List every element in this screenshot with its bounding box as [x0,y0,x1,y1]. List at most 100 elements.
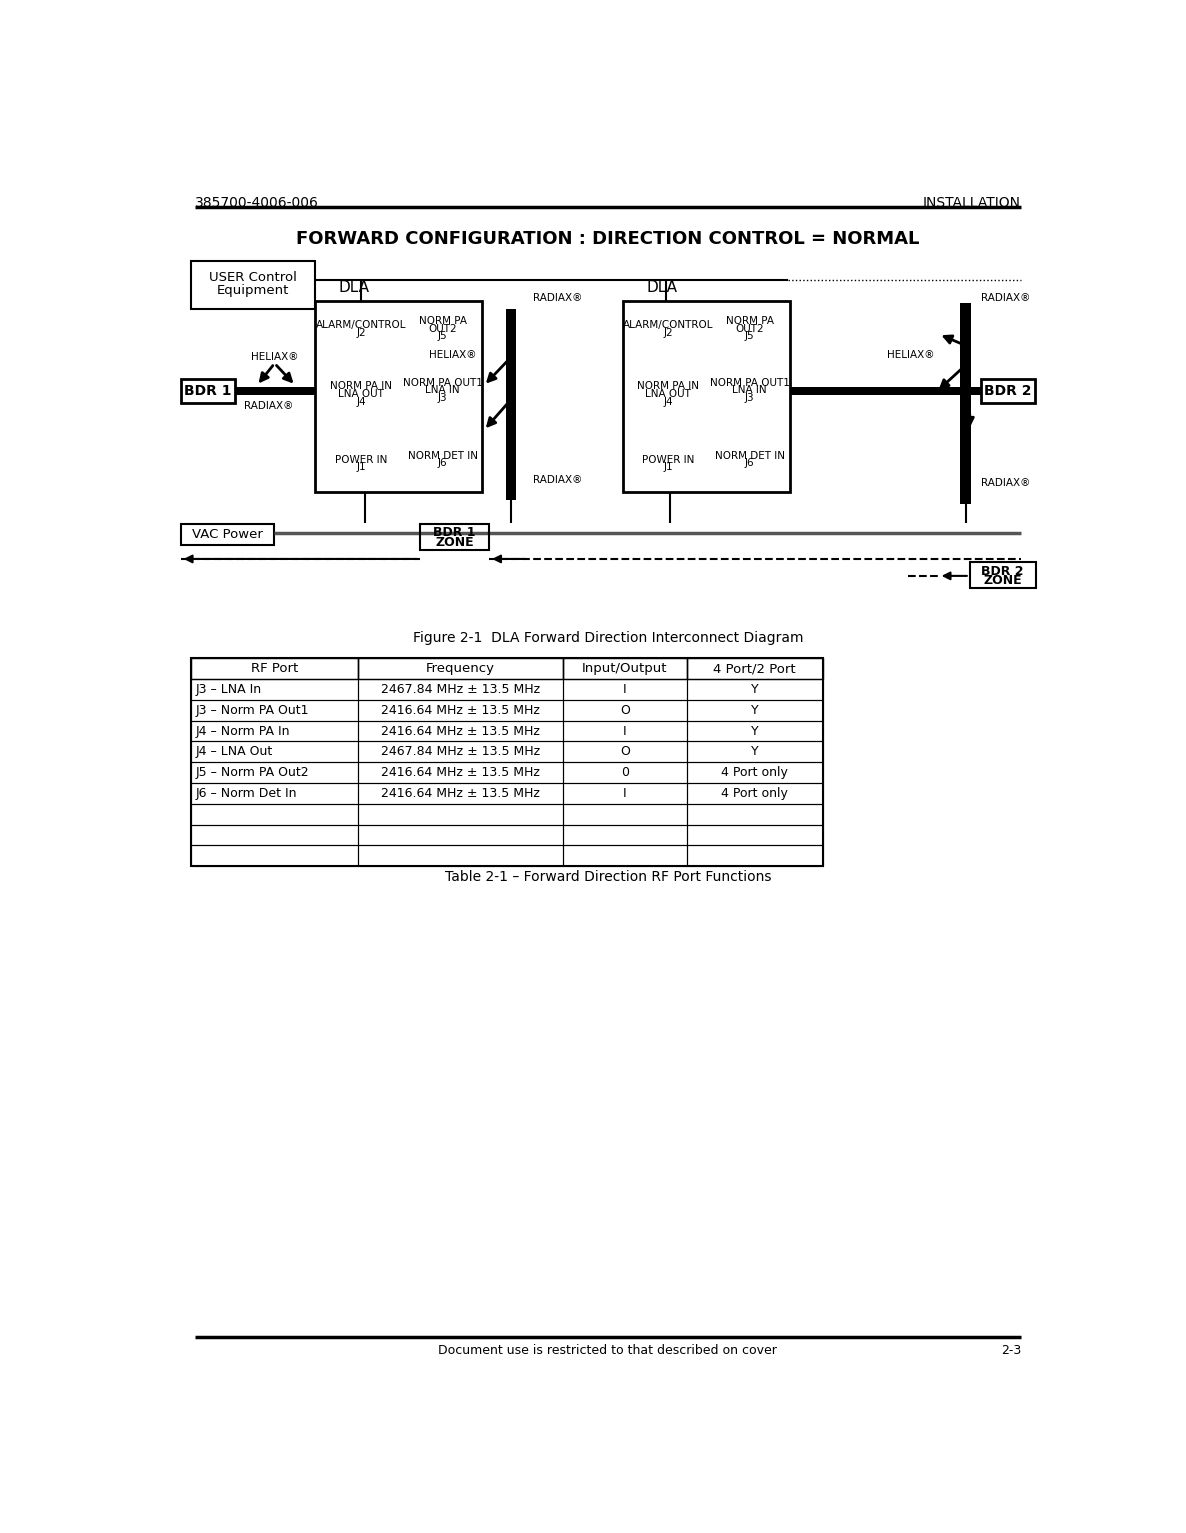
Bar [687,721,823,742]
Text: Input/Output: Input/Output [582,662,668,675]
Bar [180,524,274,546]
Text: ALARM/CONTROL: ALARM/CONTROL [317,320,407,330]
Text: I: I [623,786,626,800]
Bar [191,845,357,866]
Text: 2467.84 MHz ± 13.5 MHz: 2467.84 MHz ± 13.5 MHz [381,684,540,696]
Text: NORM PA IN: NORM PA IN [331,382,393,391]
Bar [961,304,971,503]
Bar [420,524,490,550]
Text: VAC Power: VAC Power [192,527,263,541]
Bar [563,721,687,742]
Text: 4 Port only: 4 Port only [721,766,789,779]
Text: OUT2: OUT2 [428,323,457,334]
Text: NORM PA: NORM PA [726,316,773,327]
Bar [970,563,1035,589]
Text: USER Control: USER Control [209,271,296,285]
Bar [314,300,482,492]
Text: 0: 0 [621,766,629,779]
Text: Y: Y [751,704,759,717]
Text: J4: J4 [357,397,366,406]
Text: ZONE: ZONE [983,573,1022,587]
Text: J5 – Norm PA Out2: J5 – Norm PA Out2 [196,766,310,779]
Bar [563,825,687,845]
Bar [624,300,790,492]
Text: J6 – Norm Det In: J6 – Norm Det In [196,786,296,800]
Text: J3 – Norm PA Out1: J3 – Norm PA Out1 [196,704,310,717]
Text: RADIAX®: RADIAX® [981,478,1031,487]
Text: BDR 2: BDR 2 [982,564,1024,578]
Bar [357,658,563,679]
Bar [357,762,563,783]
Bar [505,310,516,500]
Bar [235,388,314,396]
Text: RADIAX®: RADIAX® [243,400,293,411]
Text: LNA IN: LNA IN [426,385,460,396]
Text: NORM DET IN: NORM DET IN [408,451,478,461]
Text: NORM PA OUT1: NORM PA OUT1 [709,377,790,388]
Bar [191,762,357,783]
Bar [563,679,687,701]
Text: 2416.64 MHz ± 13.5 MHz: 2416.64 MHz ± 13.5 MHz [381,704,540,717]
Text: DLA: DLA [338,281,369,294]
Text: NORM PA OUT1: NORM PA OUT1 [403,377,483,388]
Text: 2416.64 MHz ± 13.5 MHz: 2416.64 MHz ± 13.5 MHz [381,766,540,779]
Bar [563,783,687,803]
Bar [687,658,823,679]
Text: POWER IN: POWER IN [642,455,695,464]
Bar [687,783,823,803]
Bar [563,803,687,825]
Text: OUT2: OUT2 [735,323,764,334]
Text: I: I [623,684,626,696]
Bar [563,845,687,866]
Bar [357,742,563,762]
Text: 2416.64 MHz ± 13.5 MHz: 2416.64 MHz ± 13.5 MHz [381,786,540,800]
Text: J2: J2 [663,328,674,337]
Text: HELIAX®: HELIAX® [887,350,935,360]
Text: NORM DET IN: NORM DET IN [715,451,785,461]
Text: Document use is restricted to that described on cover: Document use is restricted to that descr… [439,1344,777,1357]
Bar [687,845,823,866]
Bar [357,803,563,825]
Text: J6: J6 [438,458,447,469]
Bar [687,679,823,701]
Text: J3: J3 [745,392,754,403]
Bar [687,742,823,762]
Text: J3 – LNA In: J3 – LNA In [196,684,262,696]
Bar [191,701,357,721]
Text: FORWARD CONFIGURATION : DIRECTION CONTROL = NORMAL: FORWARD CONFIGURATION : DIRECTION CONTRO… [296,230,919,248]
Bar [563,701,687,721]
Text: J4: J4 [663,397,674,406]
Bar [191,658,823,866]
Text: 2416.64 MHz ± 13.5 MHz: 2416.64 MHz ± 13.5 MHz [381,725,540,737]
Text: I: I [623,725,626,737]
Bar [357,701,563,721]
Bar [191,658,357,679]
Text: 2-3: 2-3 [1001,1344,1021,1357]
Text: Y: Y [751,684,759,696]
Bar [687,762,823,783]
Text: RF Port: RF Port [250,662,298,675]
Bar [357,679,563,701]
Text: Table 2-1 – Forward Direction RF Port Functions: Table 2-1 – Forward Direction RF Port Fu… [445,869,771,885]
Bar [563,742,687,762]
Text: BDR 2: BDR 2 [984,385,1032,399]
Text: J1: J1 [357,463,366,472]
Bar [191,742,357,762]
Bar [191,803,357,825]
Text: J4 – LNA Out: J4 – LNA Out [196,745,273,759]
Text: 2467.84 MHz ± 13.5 MHz: 2467.84 MHz ± 13.5 MHz [381,745,540,759]
Text: J3: J3 [438,392,447,403]
Text: Frequency: Frequency [426,662,495,675]
Bar [981,379,1035,403]
Text: LNA IN: LNA IN [732,385,767,396]
Text: Figure 2-1  DLA Forward Direction Interconnect Diagram: Figure 2-1 DLA Forward Direction Interco… [413,632,803,645]
Text: 4 Port only: 4 Port only [721,786,789,800]
Bar [563,762,687,783]
Text: HELIAX®: HELIAX® [250,353,299,362]
Bar [357,721,563,742]
Text: NORM PA IN: NORM PA IN [637,382,700,391]
Text: BDR 1: BDR 1 [184,385,231,399]
Text: LNA OUT: LNA OUT [338,389,384,399]
Bar [790,388,981,396]
Text: J2: J2 [357,328,366,337]
